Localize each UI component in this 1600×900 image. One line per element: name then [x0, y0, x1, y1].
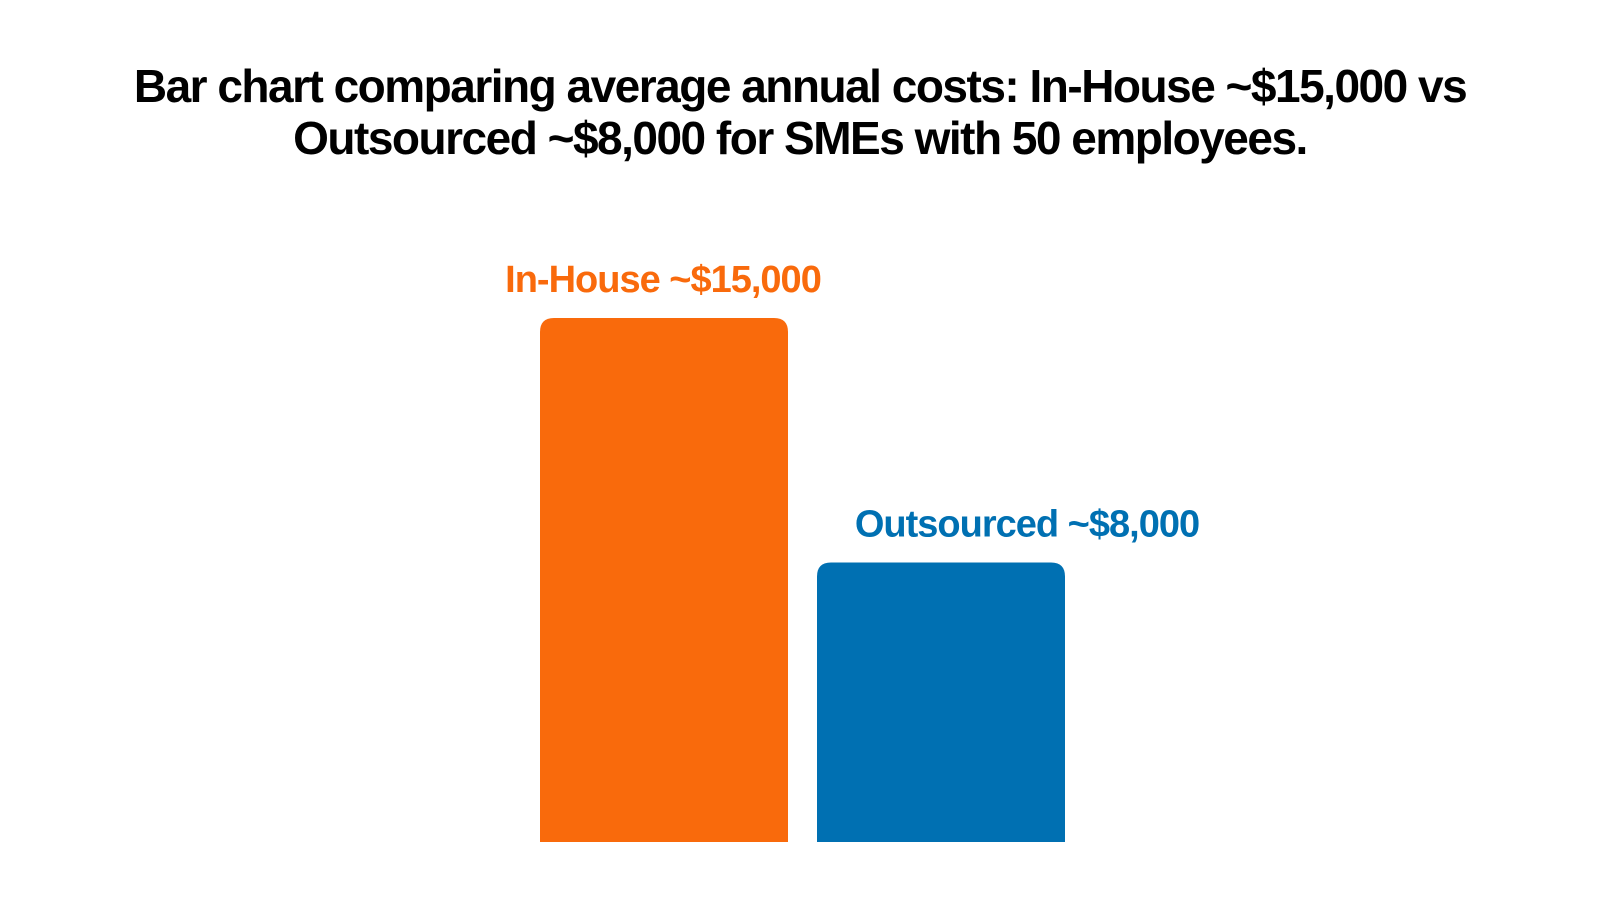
bar-in-house	[540, 318, 788, 842]
chart-title-line-1: Bar chart comparing average annual costs…	[133, 60, 1468, 112]
data-label-in-house: In-House ~$15,000	[505, 259, 821, 301]
chart-title: Bar chart comparing average annual costs…	[60, 60, 1540, 164]
chart-title-line-2: Outsourced ~$8,000 for SMEs with 50 empl…	[293, 112, 1308, 164]
bar-outsourced	[817, 562, 1065, 842]
data-label-outsourced: Outsourced ~$8,000	[855, 504, 1199, 546]
